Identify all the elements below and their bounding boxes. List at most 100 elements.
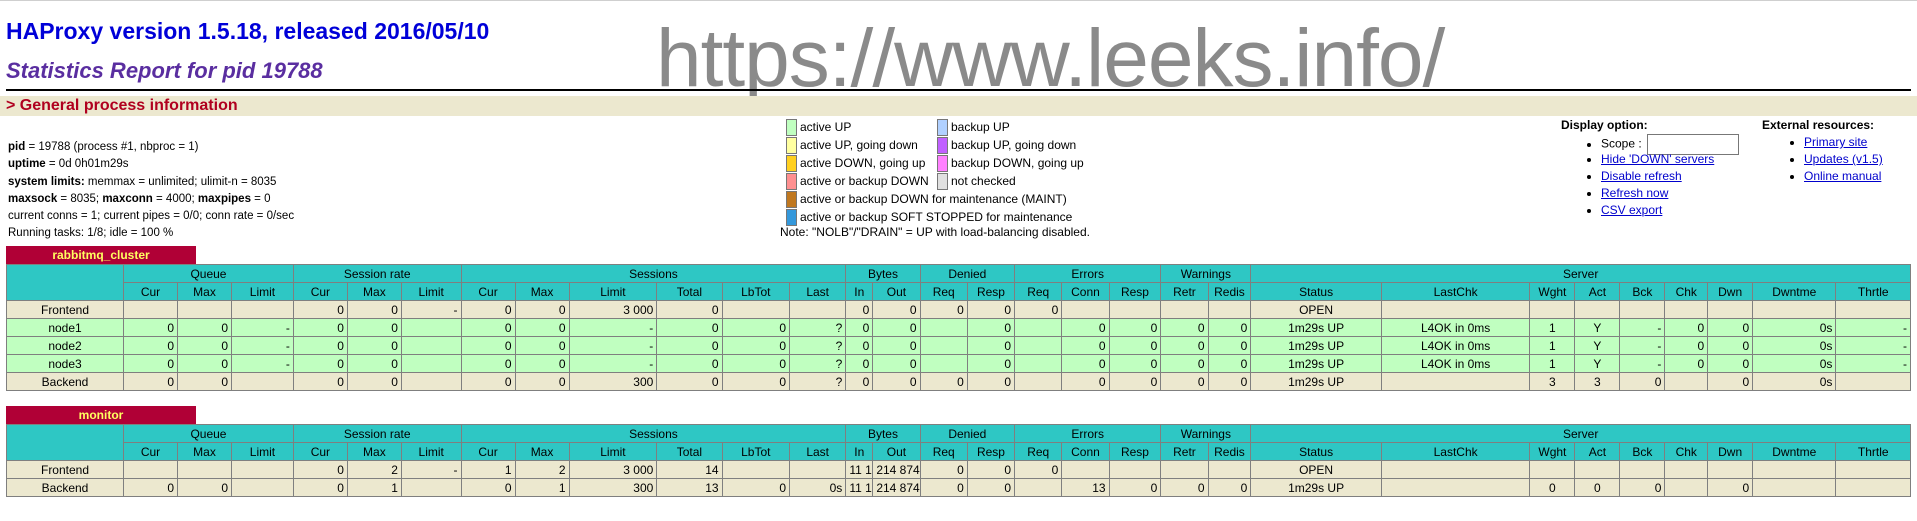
table-cell: 1 [1529,318,1576,337]
row-name-cell[interactable]: node3 [5,354,125,373]
csv-export-link[interactable]: CSV export [1601,203,1663,217]
primary-site-item: Primary site [1804,134,1883,151]
table-cell: 0 [292,460,348,479]
table-cell: 0 [872,300,921,319]
table-cell: 0 [656,354,723,373]
primary-site-link[interactable]: Primary site [1804,135,1868,149]
header-col: Redis [1207,282,1252,301]
tasks-line: Running tasks: 1/8; idle = 100 % [8,227,174,240]
table-row: Backend 0 0 0 0 0 0 300 0 0? 0 0 0 0 0 0 0 0 1m29s UP 3 3 0 0 0… [5,372,1911,391]
header-col: Limit [400,442,462,461]
table-cell: - [231,336,294,355]
table-cell: - [400,300,462,319]
table-cell: 0 [292,354,348,373]
table-cell: - [400,460,462,479]
header-group: Session rate [292,424,462,443]
table-cell: 0 [966,354,1016,373]
hide-down-link[interactable]: Hide 'DOWN' servers [1601,152,1715,166]
legend-swatch [786,154,797,172]
top-border [0,0,1917,1]
table-cell: 0 [460,478,516,497]
table-cell: - [1619,336,1666,355]
header-col: Conn [1061,442,1110,461]
row-name-cell[interactable]: node2 [5,336,125,355]
table-cell [1664,300,1709,319]
table-cell: 0 [1108,336,1162,355]
legend-label: active or backup SOFT STOPPED for mainte… [800,210,1073,224]
legend-swatch [937,154,948,172]
table-cell: 11 102 [845,478,874,497]
header-col: Chk [1664,282,1709,301]
table-cell: 1m29s UP [1250,372,1382,391]
table-cell: 0 [1160,478,1209,497]
table-cell: 1 [1529,354,1576,373]
hide-down-item: Hide 'DOWN' servers [1601,151,1739,168]
table-cell: ? [789,318,847,337]
table-cell: 0 [1619,478,1666,497]
conns-line: current conns = 1; current pipes = 0/0; … [8,210,295,223]
table-cell: 1m29s UP [1250,336,1382,355]
table-cell: 0 [1707,318,1754,337]
table-cell: 0 [346,300,402,319]
table-cell: 0 [292,336,348,355]
table-cell: 0s [789,478,847,497]
scope-input[interactable] [1647,134,1740,155]
table-cell: L4OK in 0ms [1380,318,1531,337]
updates-item: Updates (v1.5) [1804,151,1883,168]
legend-swatch [786,172,797,190]
table-cell [1014,478,1063,497]
row-name-cell[interactable]: node1 [5,318,125,337]
scope-label: Scope : [1601,136,1646,151]
table-cell: 2 [514,460,570,479]
table-cell [721,460,791,479]
table-cell [1207,300,1252,319]
header-col: Out [872,442,921,461]
table-cell: 0 [292,318,348,337]
header-col: Limit [400,282,462,301]
table-cell: 0 [1619,372,1666,391]
proxy-title-monitor[interactable]: monitor [6,406,196,424]
table-cell: 0 [1529,478,1576,497]
table-cell [1061,460,1110,479]
row-name-cell[interactable]: Backend [5,478,125,497]
syslimits-value: memmax = unlimited; ulimit-n = 8035 [84,175,277,188]
proxy-title-rabbitmq[interactable]: rabbitmq_cluster [6,246,196,264]
online-manual-link[interactable]: Online manual [1804,169,1882,183]
table-cell [1835,372,1911,391]
table-cell [1380,478,1531,497]
table-cell [400,372,462,391]
header-col: Conn [1061,282,1110,301]
disable-refresh-link[interactable]: Disable refresh [1601,169,1682,183]
header-group-row: Queue Session rate Sessions Bytes Denied Erro… [5,264,1911,301]
header-col: Cur [292,282,348,301]
maxsock-line: maxsock = 8035; maxconn = 4000; maxpipes… [8,191,294,208]
table-cell [123,300,179,319]
legend-left: active UP active UP, going down active DOW… [786,118,1072,226]
table-cell [1014,318,1063,337]
legend-item: active DOWN, going up [786,154,1072,172]
row-name-cell[interactable]: Frontend [5,300,125,319]
refresh-now-link[interactable]: Refresh now [1601,186,1669,200]
table-cell: 0 [1108,318,1162,337]
table-cell: Y [1574,336,1621,355]
table-cell: 0s [1752,354,1837,373]
table-cell [1061,300,1110,319]
row-name-cell[interactable]: Backend [5,372,125,391]
table-cell [1835,300,1911,319]
table-cell: 0s [1752,318,1837,337]
legend-label: active DOWN, going up [800,156,926,170]
header-col-row: Cur Max Limit Cur Max Limit Cur Max Limit Total Lb… [7,442,1911,461]
table-cell [1160,460,1209,479]
table-cell: 0 [872,318,921,337]
updates-link[interactable]: Updates (v1.5) [1804,152,1883,166]
scope-item: Scope : [1601,134,1740,155]
row-name-cell[interactable]: Frontend [5,460,125,479]
header-col: Last [789,282,847,301]
pid-line: pid = 19788 (process #1, nbproc = 1) [8,139,294,156]
table-cell: 3 [1574,372,1621,391]
table-cell: 0 [1574,478,1621,497]
header-col: Act [1574,442,1621,461]
syslimits-line: system limits: memmax = unlimited; ulimi… [8,174,294,191]
table-cell [1707,300,1754,319]
table-cell: 0 [123,372,179,391]
